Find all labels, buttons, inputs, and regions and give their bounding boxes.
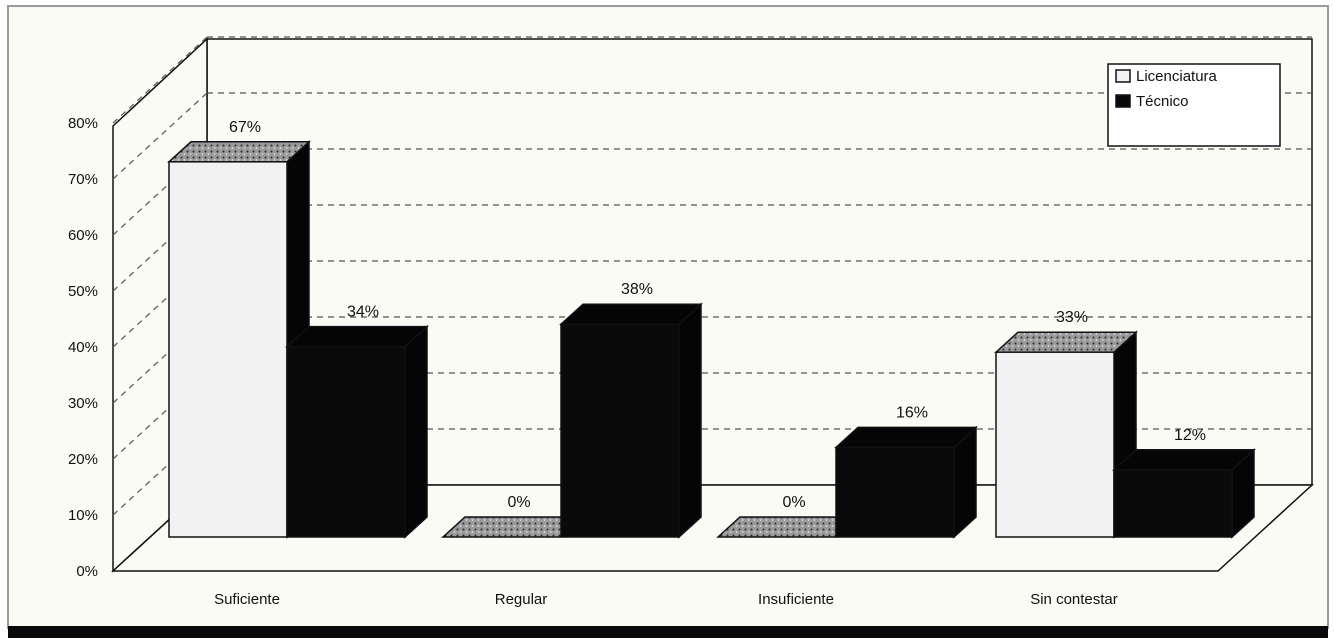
bar-front [835,446,955,538]
bar-tecnico [834,425,978,539]
y-tick-label: 60% [68,227,98,244]
bar-tecnico [1112,448,1256,539]
y-tick-label: 30% [68,395,98,412]
bar-top [285,325,429,348]
y-tick-label: 10% [68,507,98,524]
y-tick-label: 80% [68,115,98,132]
bar-front [995,351,1115,538]
x-tick-label: Suficiente [214,591,280,608]
y-tick-label: 40% [68,339,98,356]
data-label: 16% [896,404,928,421]
legend-swatch-licenciatura [1115,69,1131,83]
x-tick-label: Insuficiente [758,591,834,608]
bar-front [168,161,288,538]
legend-label-tecnico: Técnico [1136,93,1189,110]
data-label: 0% [782,494,805,511]
x-tick-label: Sin contestar [1030,591,1118,608]
y-tick-label: 0% [76,563,98,580]
x-tick-label: Regular [495,591,548,608]
y-tick-label: 70% [68,171,98,188]
bar-side [404,324,428,539]
data-label: 38% [621,281,653,298]
gridlines [112,36,1312,516]
bar-top [1112,449,1256,471]
bar-top [167,141,311,163]
bar-top [994,331,1138,353]
legend-box [1107,63,1281,147]
y-tick-label: 50% [68,283,98,300]
bar-licenciatura [994,330,1138,539]
bars [167,140,1256,539]
bottom-band [8,626,1328,638]
data-label: 67% [229,119,261,136]
legend-label-licenciatura: Licenciatura [1136,68,1218,85]
legend-swatch-tecnico [1115,94,1131,108]
bar-top [559,303,703,325]
y-axis: 0% 10% 20% 30% 40% 50% 60% 70% 80% [68,115,98,580]
bar-tecnico [559,302,703,539]
data-label: 34% [347,304,379,321]
bar-side [678,302,702,539]
bar-tecnico [285,324,429,539]
x-axis: Suficiente Regular Insuficiente Sin contest… [214,591,1118,608]
bar-front [1113,469,1233,538]
data-label: 0% [507,494,530,511]
legend: Licenciatura Técnico [1107,63,1281,147]
y-tick-label: 20% [68,451,98,468]
bar-top [834,426,978,449]
data-label: 12% [1174,427,1206,444]
data-labels: 67% 34% 0% 38% 0% 16% 33% 12% [229,119,1206,511]
data-label: 33% [1056,309,1088,326]
bar-front [286,345,406,538]
bar-front [560,323,680,538]
